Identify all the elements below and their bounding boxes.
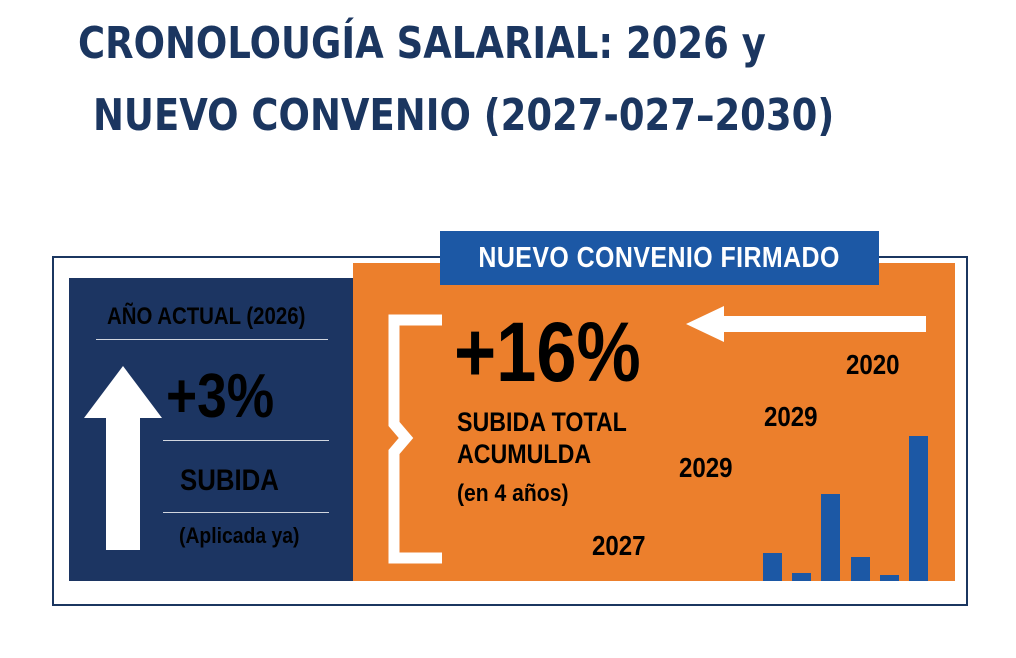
current-raise-value: +3% (166, 362, 275, 431)
year-label: 2029 (679, 452, 733, 483)
chart-bar (792, 573, 811, 581)
year-label: 2027 (592, 530, 646, 561)
divider (96, 339, 328, 340)
current-raise-caption: SUBIDA (180, 464, 279, 497)
year-label: 2020 (846, 349, 900, 380)
bracket-icon (388, 314, 442, 564)
chart-bar (851, 557, 870, 581)
page-title-line-1: CRONOLOUGÍA SALARIAL: 2026 y (78, 18, 766, 69)
year-label: 2029 (764, 401, 818, 432)
chart-bar (909, 436, 928, 581)
chart-bar (763, 553, 782, 581)
agreement-signed-banner: NUEVO CONVENIO FIRMADO (440, 231, 879, 285)
divider (163, 512, 329, 513)
divider (163, 440, 329, 441)
total-raise-caption: SUBIDA TOTAL ACUMULDA (457, 407, 627, 470)
page-title-line-2: NUEVO CONVENIO (2027-027–2030) (93, 90, 835, 141)
chart-bar (880, 575, 899, 581)
banner-label: NUEVO CONVENIO FIRMADO (478, 241, 841, 274)
current-year-label: AÑO ACTUAL (2026) (107, 303, 306, 330)
arrow-up-icon (84, 366, 162, 550)
current-raise-note: (Aplicada ya) (179, 523, 300, 548)
chart-bar (821, 494, 840, 581)
arrow-left-icon (686, 306, 926, 342)
total-raise-note: (en 4 años) (457, 480, 569, 507)
total-raise-value: +16% (454, 305, 641, 399)
